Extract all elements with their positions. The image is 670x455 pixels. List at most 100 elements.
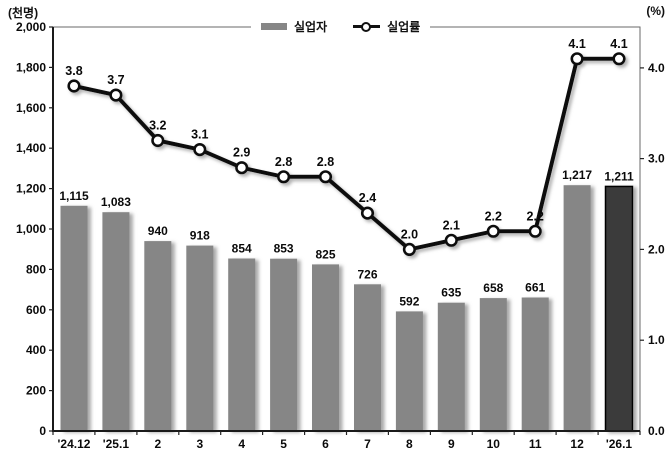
legend-label-rate: 실업률 bbox=[387, 20, 421, 34]
rate-marker bbox=[528, 224, 542, 238]
left-axis-tick-label: 1,800 bbox=[16, 60, 46, 74]
bar bbox=[228, 258, 256, 431]
rate-line-series bbox=[67, 52, 626, 256]
bar-value-label: 854 bbox=[232, 242, 252, 256]
rate-marker bbox=[360, 206, 375, 220]
right-axis-unit-label: (%) bbox=[646, 4, 665, 18]
rate-value-label: 2.2 bbox=[485, 209, 502, 223]
x-axis-category-label: '24.12 bbox=[58, 437, 91, 451]
bar-value-label: 726 bbox=[357, 267, 377, 281]
bar-value-label: 1,217 bbox=[562, 168, 592, 182]
x-axis-category-label: '26.1 bbox=[606, 437, 633, 451]
rate-marker bbox=[486, 224, 500, 238]
legend: 실업자 실업률 bbox=[251, 17, 431, 36]
bar bbox=[312, 264, 339, 431]
rate-marker bbox=[612, 52, 626, 66]
right-axis-tick-label: 3.0 bbox=[648, 152, 665, 166]
x-axis-category-label: 10 bbox=[487, 437, 501, 451]
bar-value-label: 1,211 bbox=[604, 169, 634, 183]
plot-border bbox=[52, 26, 641, 432]
bar bbox=[604, 185, 634, 432]
legend-item-rate: 실업률 bbox=[353, 18, 420, 35]
x-axis-category-label: 12 bbox=[570, 437, 584, 451]
rate-line bbox=[72, 56, 621, 252]
x-axis-category-label: 4 bbox=[238, 437, 245, 451]
bar-value-label: 635 bbox=[441, 286, 461, 300]
left-axis-tick-label: 1,000 bbox=[16, 222, 46, 236]
x-axis-category-label: 2 bbox=[154, 437, 161, 451]
left-axis-tick-label: 600 bbox=[26, 303, 46, 317]
rate-value-label: 2.0 bbox=[401, 227, 418, 241]
bar-value-label: 918 bbox=[190, 229, 210, 243]
left-axis-tick-label: 800 bbox=[26, 262, 46, 276]
axis-ticks bbox=[49, 26, 644, 435]
rate-value-label: 2.4 bbox=[359, 191, 376, 205]
rate-value-label: 3.1 bbox=[191, 128, 208, 142]
rate-value-label: 4.1 bbox=[568, 37, 585, 51]
rate-value-label: 2.8 bbox=[317, 155, 334, 169]
rate-marker bbox=[109, 88, 123, 102]
bar-value-label: 1,083 bbox=[101, 195, 131, 209]
left-axis-tick-label: 1,200 bbox=[16, 182, 46, 196]
bar bbox=[521, 297, 549, 431]
x-axis-category-label: 7 bbox=[364, 437, 371, 451]
right-axis-tick-label: 2.0 bbox=[648, 242, 665, 256]
left-axis-tick-label: 200 bbox=[26, 384, 46, 398]
x-axis-category-label: 9 bbox=[448, 437, 455, 451]
bar bbox=[395, 311, 423, 431]
rate-value-label: 2.1 bbox=[443, 218, 460, 232]
rate-marker bbox=[193, 143, 207, 157]
bar bbox=[102, 212, 130, 431]
bar-value-label: 658 bbox=[483, 281, 503, 295]
rate-value-label: 3.2 bbox=[149, 119, 166, 133]
right-axis-zero-label: 0.0 bbox=[648, 424, 665, 438]
bar bbox=[479, 298, 507, 431]
x-axis-category-label: 11 bbox=[529, 437, 542, 451]
bar-value-label: 853 bbox=[274, 242, 294, 256]
bar-value-label: 661 bbox=[525, 281, 545, 295]
bar bbox=[354, 284, 381, 431]
bar-series-swatch-icon bbox=[261, 23, 287, 30]
rate-marker bbox=[235, 161, 249, 175]
bar bbox=[144, 241, 172, 431]
x-axis-category-label: 3 bbox=[196, 437, 203, 451]
rate-marker bbox=[318, 170, 333, 184]
bar-value-label: 592 bbox=[399, 294, 419, 308]
bar-value-label: 1,115 bbox=[59, 189, 89, 203]
left-axis-tick-label: 2,000 bbox=[16, 20, 46, 34]
left-axis-unit-label: (천명) bbox=[8, 6, 39, 20]
legend-label-unemployed: 실업자 bbox=[294, 20, 328, 34]
rate-value-label: 4.1 bbox=[610, 37, 627, 51]
rate-value-label: 3.8 bbox=[65, 64, 82, 78]
rate-marker bbox=[151, 133, 165, 148]
rate-value-label: 2.2 bbox=[527, 209, 544, 223]
bar-value-label: 825 bbox=[315, 247, 335, 261]
bar bbox=[186, 245, 214, 431]
legend-item-unemployed: 실업자 bbox=[261, 18, 327, 35]
right-axis-tick-label: 1.0 bbox=[648, 333, 665, 347]
x-axis-category-label: 6 bbox=[322, 437, 329, 451]
x-axis-category-label: 8 bbox=[406, 437, 413, 451]
left-axis-tick-label: 400 bbox=[26, 343, 46, 357]
rate-value-label: 2.9 bbox=[233, 146, 250, 160]
rate-marker bbox=[570, 52, 584, 66]
bar bbox=[437, 302, 465, 431]
rate-marker bbox=[402, 242, 417, 256]
bar-series bbox=[60, 185, 634, 432]
bar bbox=[60, 205, 88, 431]
x-axis-category-label: '25.1 bbox=[103, 437, 130, 451]
bar-value-label: 940 bbox=[148, 224, 168, 238]
left-axis-tick-label: 1,400 bbox=[16, 141, 46, 155]
left-axis-tick-label: 1,600 bbox=[16, 101, 46, 115]
right-axis-tick-label: 4.0 bbox=[648, 61, 665, 75]
rate-marker bbox=[67, 79, 81, 93]
x-axis-category-label: 5 bbox=[280, 437, 287, 451]
bar bbox=[563, 185, 591, 431]
rate-marker bbox=[444, 233, 458, 247]
rate-marker bbox=[277, 170, 291, 184]
line-series-swatch-icon bbox=[353, 21, 381, 32]
bar bbox=[270, 258, 298, 431]
rate-value-label: 3.7 bbox=[107, 73, 124, 87]
